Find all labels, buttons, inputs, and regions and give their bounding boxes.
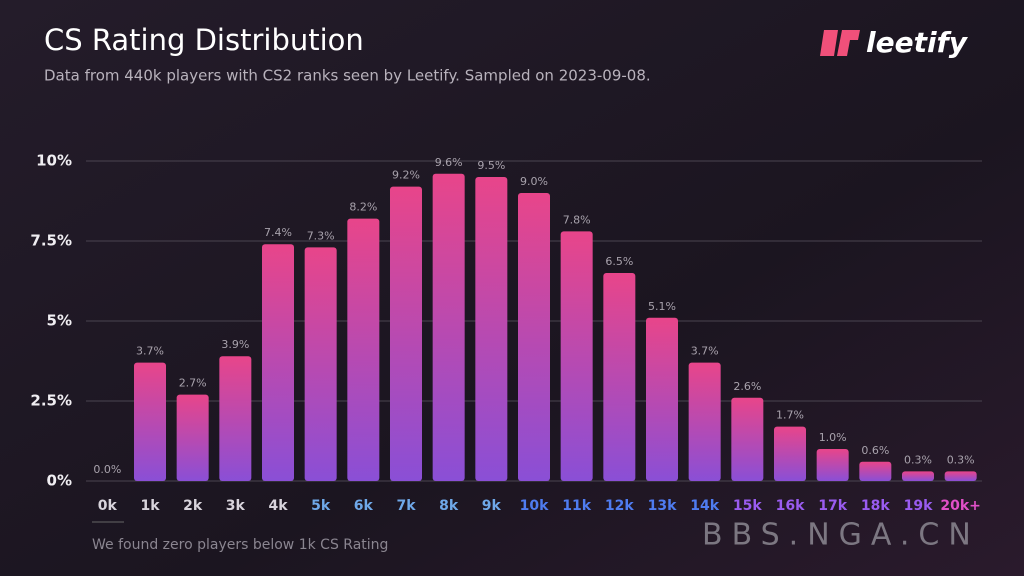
value-label: 7.4% [264, 226, 292, 239]
value-label: 0.0% [93, 463, 121, 476]
x-tick-label: 8k [439, 498, 459, 514]
bar [646, 317, 678, 481]
value-label: 1.7% [776, 409, 804, 422]
bar [347, 218, 380, 481]
x-tick-label: 13k [648, 498, 677, 514]
value-label: 3.7% [691, 345, 719, 358]
value-label: 7.3% [307, 229, 335, 242]
chart-title: CS Rating Distribution [44, 23, 364, 57]
x-tick-label: 3k [226, 498, 246, 514]
value-label: 8.2% [349, 201, 377, 214]
x-tick-label: 15k [733, 498, 762, 514]
x-tick-label: 12k [605, 498, 634, 514]
bar [176, 394, 209, 481]
value-label: 6.5% [605, 255, 633, 268]
logo: leetify [820, 26, 969, 59]
bar [262, 244, 294, 481]
bar [219, 356, 252, 481]
x-tick-label: 10k [520, 498, 549, 514]
annotation: We found zero players below 1k CS Rating [92, 537, 388, 553]
bar [603, 273, 636, 481]
value-label: 5.1% [648, 300, 676, 313]
value-label: 0.3% [904, 453, 932, 466]
y-tick-label: 10% [36, 152, 72, 170]
x-tick-label: 18k [861, 498, 890, 514]
x-tick-label: 14k [690, 498, 719, 514]
x-tick-label: 2k [183, 498, 203, 514]
value-label: 0.3% [947, 453, 975, 466]
bar [560, 231, 593, 481]
bar [134, 362, 166, 481]
bar [731, 397, 764, 481]
bar [390, 186, 422, 481]
value-label: 1.0% [819, 431, 847, 444]
value-label: 9.2% [392, 169, 420, 182]
y-tick-label: 0% [47, 472, 72, 490]
bar [774, 426, 806, 481]
x-tick-label: 5k [311, 498, 331, 514]
y-tick-label: 5% [47, 312, 72, 330]
value-label: 9.6% [435, 156, 463, 169]
value-label: 9.5% [477, 159, 505, 172]
bar [816, 449, 849, 481]
x-tick-label: 1k [140, 498, 160, 514]
x-tick-label: 0k [98, 498, 118, 514]
watermark: BBS.NGA.CN [702, 518, 980, 553]
value-label: 2.6% [733, 380, 761, 393]
bar [304, 247, 337, 481]
x-tick-label: 7k [396, 498, 416, 514]
value-label: 3.9% [221, 338, 249, 351]
bar [475, 177, 508, 481]
value-label: 7.8% [563, 213, 591, 226]
x-tick-label: 11k [562, 498, 591, 514]
value-label: 2.7% [179, 377, 207, 390]
value-label: 3.7% [136, 345, 164, 358]
x-tick-label: 9k [482, 498, 502, 514]
bar [859, 461, 892, 481]
bar [518, 193, 550, 481]
chart-subtitle: Data from 440k players with CS2 ranks se… [44, 67, 651, 85]
bar [902, 471, 934, 481]
x-tick-label: 20k+ [940, 498, 981, 514]
bar [944, 471, 977, 481]
y-tick-label: 2.5% [30, 392, 72, 410]
logo-text: leetify [866, 26, 969, 59]
bar [688, 362, 721, 481]
value-label: 0.6% [861, 444, 889, 457]
x-tick-label: 6k [354, 498, 374, 514]
logo-icon [820, 30, 860, 56]
x-tick-label: 19k [904, 498, 933, 514]
value-label: 9.0% [520, 175, 548, 188]
x-tick-label: 17k [818, 498, 847, 514]
bar [432, 173, 465, 482]
x-tick-label: 4k [268, 498, 288, 514]
y-tick-label: 7.5% [30, 232, 72, 250]
x-tick-label: 16k [776, 498, 805, 514]
